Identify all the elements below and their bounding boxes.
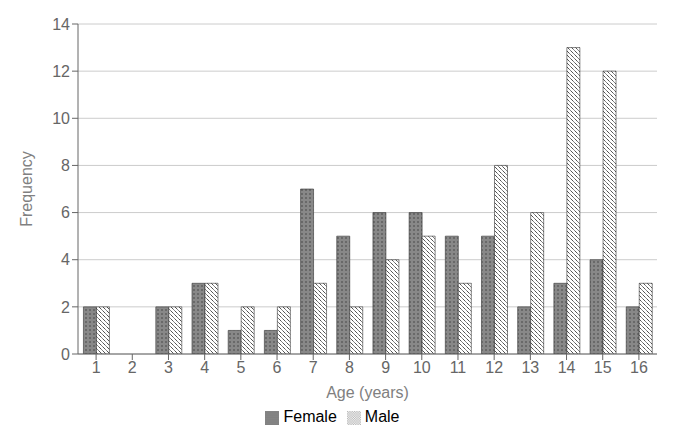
- svg-text:4: 4: [61, 251, 70, 268]
- svg-text:2: 2: [128, 359, 137, 376]
- svg-text:7: 7: [309, 359, 318, 376]
- svg-text:3: 3: [164, 359, 173, 376]
- svg-text:9: 9: [381, 359, 390, 376]
- svg-text:12: 12: [52, 63, 70, 80]
- svg-text:8: 8: [61, 157, 70, 174]
- svg-text:10: 10: [413, 359, 431, 376]
- svg-text:5: 5: [236, 359, 245, 376]
- svg-text:6: 6: [61, 204, 70, 221]
- svg-text:16: 16: [630, 359, 648, 376]
- svg-text:1: 1: [92, 359, 101, 376]
- svg-text:14: 14: [52, 16, 70, 33]
- svg-text:Age (years): Age (years): [326, 384, 409, 401]
- svg-text:0: 0: [61, 346, 70, 363]
- html-text:Male: Male: [364, 408, 400, 425]
- svg-text:10: 10: [52, 110, 70, 127]
- svg-text:12: 12: [485, 359, 503, 376]
- svg-text:4: 4: [200, 359, 209, 376]
- svg-text:6: 6: [273, 359, 282, 376]
- svg-text:11: 11: [450, 359, 467, 376]
- svg-text:15: 15: [594, 359, 612, 376]
- svg-text:13: 13: [521, 359, 539, 376]
- svg-text:8: 8: [345, 359, 354, 376]
- svg-text:2: 2: [61, 299, 70, 316]
- svg-text:Frequency: Frequency: [18, 151, 35, 227]
- svg-text:14: 14: [558, 359, 576, 376]
- html-text:Female: Female: [283, 408, 337, 425]
